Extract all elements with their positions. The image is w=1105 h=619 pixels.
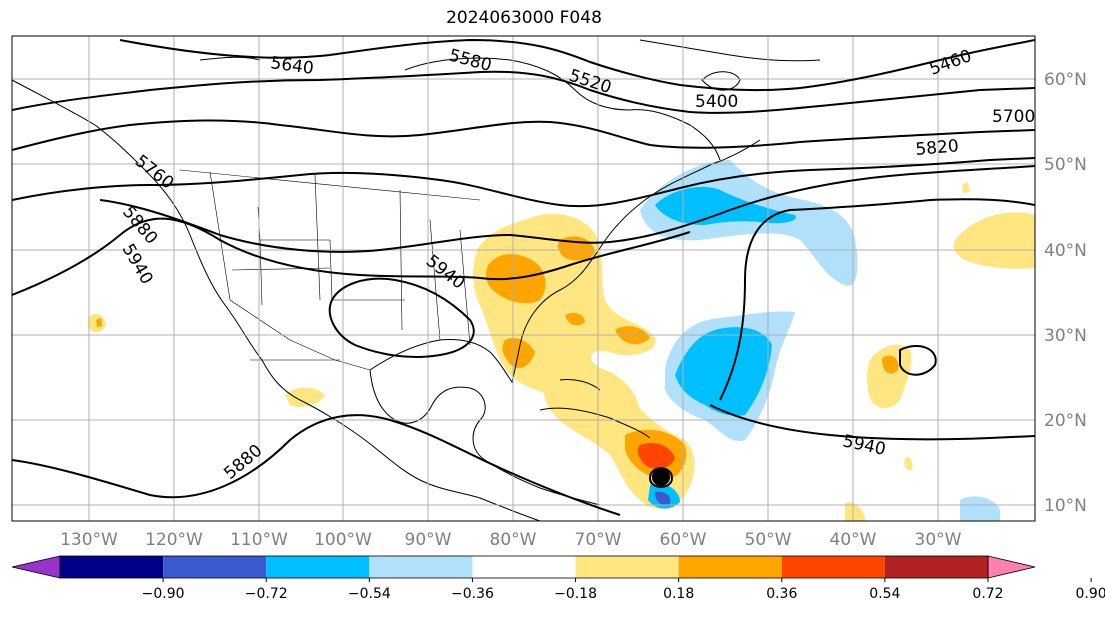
contour-label: 5820 [915,136,960,160]
colorbar-tick-label: 0.90 [1076,586,1105,602]
colorbar-tick-label: −0.18 [554,586,597,602]
colorbar-tick-label: 0.54 [869,586,900,602]
lon-tick-label: 130°W [60,530,118,550]
colorbar-swatch [266,556,370,578]
lat-tick-label: 20°N [1044,411,1087,431]
lon-tick-label: 100°W [314,530,372,550]
colorbar-tick-label: 0.36 [766,586,797,602]
colorbar-swatch [781,556,885,578]
colorbar: −0.90 −0.72 −0.54 −0.36 −0.18 0.18 0.36 0.54 0.7… [11,555,1105,602]
lat-tick-label: 60°N [1044,70,1087,90]
lon-tick-label: 30°W [915,530,962,550]
lon-tick-labels: 130°W 120°W 110°W 100°W 90°W 80°W 70°W 6… [60,530,962,550]
colorbar-tick-label: 0.72 [972,586,1003,602]
colorbar-tick-label: −0.54 [348,586,391,602]
lon-tick-label: 80°W [490,530,537,550]
height-contours [12,38,1035,516]
lon-tick-label: 90°W [405,530,452,550]
colorbar-swatch [60,556,164,578]
lat-tick-labels: 10°N 20°N 30°N 40°N 50°N 60°N [1044,70,1087,516]
lon-tick-label: 110°W [230,530,288,550]
lon-tick-label: 60°W [660,530,707,550]
lon-tick-label: 70°W [575,530,622,550]
hurricane-center-marker [652,468,670,486]
anomaly-shading [88,160,1035,521]
colorbar-swatch [163,556,267,578]
colorbar-tick-label: −0.36 [451,586,494,602]
contour-label: 5700 [992,107,1035,127]
lon-tick-label: 40°W [830,530,877,550]
colorbar-swatch [575,556,679,578]
colorbar-swatch [678,556,782,578]
colorbar-swatch [369,556,473,578]
lat-tick-label: 30°N [1044,326,1087,346]
lat-tick-label: 10°N [1044,496,1087,516]
lat-tick-label: 50°N [1044,155,1087,175]
map-title: 2024063000 F048 [446,8,602,28]
colorbar-tick-label: 0.18 [663,586,694,602]
colorbar-tick-label: −0.72 [245,586,288,602]
map-frame [11,35,1036,522]
colorbar-swatch [884,556,988,578]
colorbar-swatch [472,556,576,578]
lat-tick-label: 40°N [1044,241,1087,261]
colorbar-tick-label: −0.90 [142,586,185,602]
lon-tick-label: 120°W [145,530,203,550]
lon-tick-label: 50°W [745,530,792,550]
colorbar-extend-low [11,555,61,579]
colorbar-outline [59,555,989,579]
colorbar-extend-high [987,555,1036,579]
contour-label: 5400 [695,92,738,112]
